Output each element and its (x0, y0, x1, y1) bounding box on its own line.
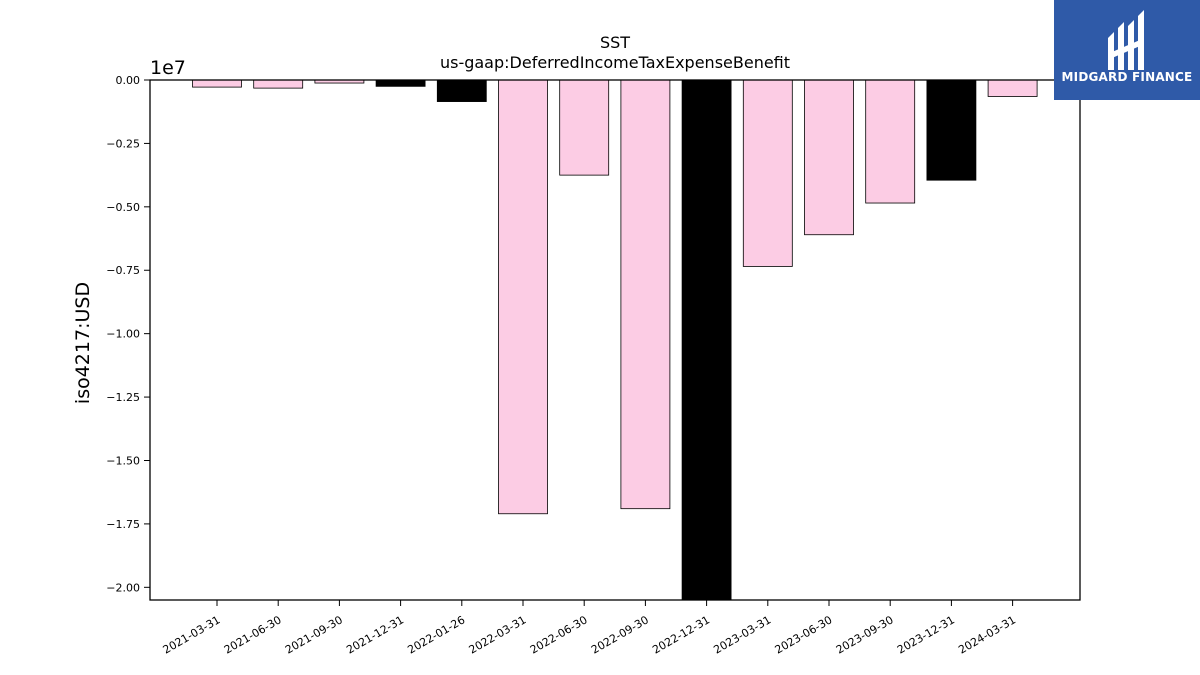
chart-subtitle: us-gaap:DeferredIncomeTaxExpenseBenefit (440, 53, 790, 72)
bar-2021-06-30 (253, 79, 304, 89)
x-tick-label: 2022-09-30 (589, 613, 651, 656)
y-offset-label: 1e7 (150, 57, 186, 79)
bar-2021-03-31 (192, 79, 242, 88)
y-tick-label: −0.50 (106, 201, 140, 214)
x-tick-label: 2023-06-30 (773, 613, 835, 656)
logo-mark-icon (1108, 10, 1144, 70)
y-tick-label: −1.00 (106, 328, 140, 341)
x-tick-label: 2022-12-31 (650, 613, 712, 656)
x-tick-label: 2021-06-30 (222, 613, 284, 656)
logo-text: MIDGARD FINANCE (1062, 70, 1193, 84)
bar-2022-03-31 (498, 79, 548, 515)
y-tick-label: 0.00 (116, 74, 141, 87)
bars-group (192, 79, 1038, 601)
x-tick-label: 2021-12-31 (344, 613, 406, 656)
x-ticks-group: 2021-03-31 2021-06-30 2021-09-30 2021-12-31… (161, 600, 1018, 657)
bar-2021-12-31 (375, 79, 426, 87)
x-tick-label: 2022-03-31 (467, 613, 529, 656)
x-tick-label: 2024-03-31 (956, 613, 1018, 656)
x-tick-label: 2021-09-30 (283, 613, 345, 656)
y-tick-label: −1.50 (106, 454, 140, 467)
y-tick-label: −1.25 (106, 391, 140, 404)
y-tick-label: −1.75 (106, 518, 140, 531)
bar-2022-01-26 (436, 79, 487, 102)
y-tick-label: −0.75 (106, 264, 140, 277)
chart-title: SST (600, 33, 630, 52)
bar-2023-12-31 (926, 79, 977, 181)
x-tick-label: 2023-09-30 (834, 613, 896, 656)
bar-2023-03-31 (742, 79, 793, 267)
bar-2022-09-30 (620, 79, 671, 510)
bar-2023-09-30 (865, 79, 916, 204)
x-tick-label: 2023-03-31 (711, 613, 773, 656)
bar-2024-03-31 (987, 79, 1038, 97)
midgard-finance-logo: MIDGARD FINANCE (1054, 0, 1200, 100)
y-tick-label: −0.25 (106, 137, 140, 150)
bar-2022-12-31 (681, 79, 732, 601)
y-ticks-group: 0.00 −0.25 −0.50 −0.75 −1.00 −1.25 −1.50 −1.75 −… (106, 74, 150, 594)
bar-2022-06-30 (559, 79, 610, 176)
bar-2023-06-30 (804, 79, 854, 236)
x-tick-label: 2022-01-26 (405, 613, 467, 656)
x-tick-label: 2022-06-30 (528, 613, 590, 656)
y-axis-label: iso4217:USD (72, 282, 94, 404)
x-tick-label: 2021-03-31 (161, 613, 223, 656)
y-tick-label: −2.00 (106, 581, 140, 594)
x-tick-label: 2023-12-31 (895, 613, 957, 656)
plot-frame (149, 79, 1081, 601)
